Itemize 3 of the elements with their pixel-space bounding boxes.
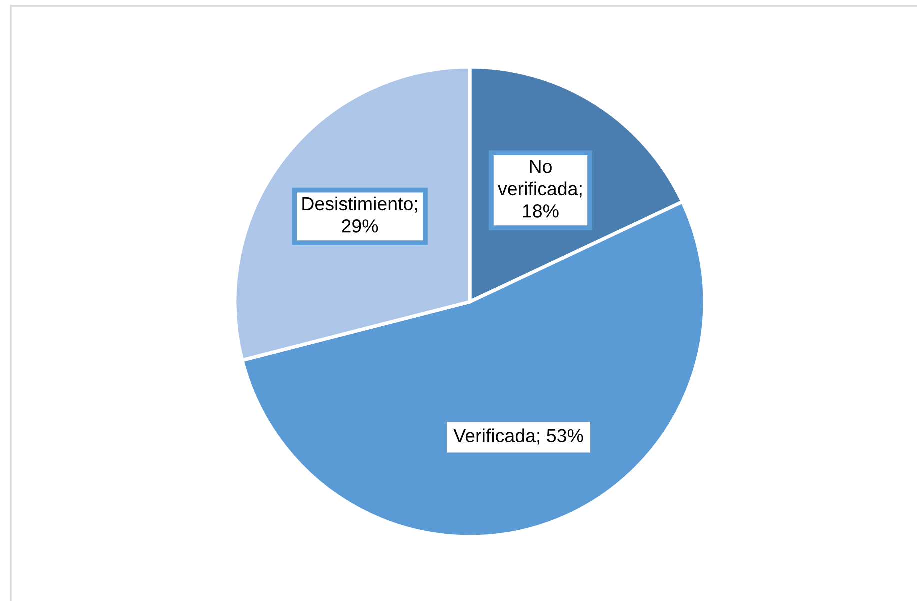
slice-label: Verificada; 53%	[454, 428, 584, 445]
slice-label: Desistimiento; 29%	[302, 196, 418, 233]
slice-label: No verificada; 18%	[498, 160, 582, 218]
